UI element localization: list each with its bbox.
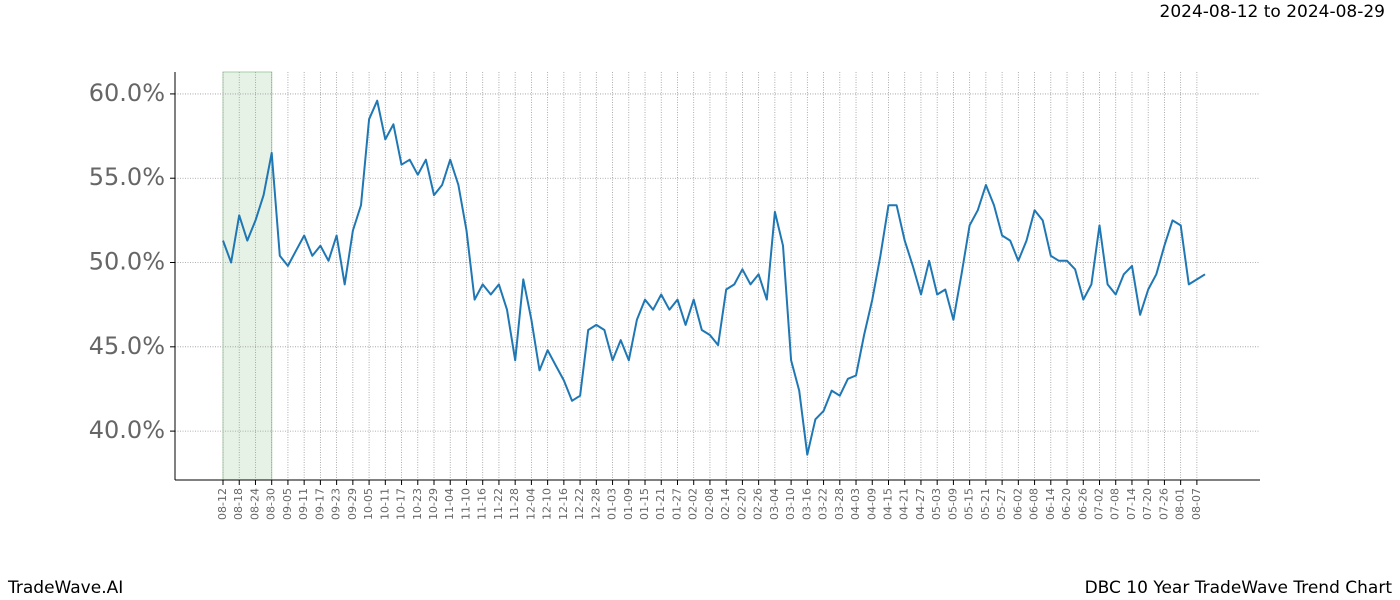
x-tick-label: 09-23 [330, 488, 343, 520]
x-tick-label: 05-27 [995, 488, 1008, 520]
x-tick-label: 06-08 [1028, 488, 1041, 520]
x-tick-label: 12-28 [589, 488, 602, 520]
x-tick-label: 01-21 [654, 488, 667, 520]
x-tick-label: 03-04 [768, 488, 781, 520]
x-tick-label: 06-20 [1060, 488, 1073, 520]
y-tick-label: 45.0% [89, 332, 165, 360]
x-tick-label: 09-29 [346, 488, 359, 520]
x-tick-label: 05-09 [946, 488, 959, 520]
chart-title: DBC 10 Year TradeWave Trend Chart [1085, 578, 1393, 598]
y-tick-label: 55.0% [89, 163, 165, 191]
x-tick-label: 04-15 [881, 488, 894, 520]
x-tick-label: 07-20 [1141, 488, 1154, 520]
x-tick-label: 11-10 [459, 488, 472, 520]
x-tick-label: 12-16 [557, 488, 570, 520]
x-tick-label: 07-08 [1109, 488, 1122, 520]
x-tick-label: 04-27 [914, 488, 927, 520]
x-tick-label: 02-20 [735, 488, 748, 520]
x-tick-label: 10-05 [362, 488, 375, 520]
x-tick-label: 12-22 [573, 488, 586, 520]
x-tick-label: 02-14 [719, 488, 732, 520]
x-tick-label: 09-05 [281, 488, 294, 520]
highlight-span [222, 71, 273, 481]
x-tick-label: 08-01 [1174, 488, 1187, 520]
x-tick-label: 07-14 [1125, 488, 1138, 520]
date-range: 2024-08-12 to 2024-08-29 [1160, 2, 1385, 22]
x-tick-label: 02-02 [687, 488, 700, 520]
x-tick-label: 03-22 [817, 488, 830, 520]
x-tick-label: 03-28 [833, 488, 846, 520]
x-tick-label: 10-29 [427, 488, 440, 520]
x-tick-label: 08-12 [216, 488, 229, 520]
x-tick-label: 06-02 [1011, 488, 1024, 520]
x-tick-label: 06-26 [1076, 488, 1089, 520]
x-tick-label: 03-10 [784, 488, 797, 520]
x-tick-label: 12-04 [524, 488, 537, 520]
x-tick-label: 01-15 [638, 488, 651, 520]
x-tick-label: 07-02 [1092, 488, 1105, 520]
x-tick-label: 10-11 [378, 488, 391, 520]
x-tick-label: 06-14 [1044, 488, 1057, 520]
x-tick-label: 01-03 [606, 488, 619, 520]
y-tick-label: 40.0% [89, 416, 165, 444]
trend-line [222, 99, 1206, 456]
x-tick-label: 09-11 [297, 488, 310, 520]
x-tick-label: 10-23 [411, 488, 424, 520]
x-tick-label: 04-03 [849, 488, 862, 520]
x-tick-label: 01-09 [622, 488, 635, 520]
x-tick-label: 04-09 [865, 488, 878, 520]
x-tick-label: 04-21 [898, 488, 911, 520]
brand: TradeWave.AI [7, 578, 123, 598]
x-tick-label: 11-28 [508, 488, 521, 520]
x-tick-label: 09-17 [313, 488, 326, 520]
x-tick-label: 12-10 [541, 488, 554, 520]
x-tick-label: 07-26 [1157, 488, 1170, 520]
y-tick-label: 50.0% [89, 248, 165, 276]
x-tick-label: 08-18 [232, 488, 245, 520]
x-tick-label: 02-26 [752, 488, 765, 520]
x-tick-label: 05-15 [963, 488, 976, 520]
x-tick-label: 05-03 [930, 488, 943, 520]
x-tick-label: 08-24 [248, 488, 261, 520]
x-tick-label: 08-07 [1190, 488, 1203, 520]
x-tick-label: 10-17 [395, 488, 408, 520]
y-tick-label: 60.0% [89, 79, 165, 107]
x-tick-label: 02-08 [703, 488, 716, 520]
x-tick-label: 05-21 [979, 488, 992, 520]
x-tick-label: 08-30 [265, 488, 278, 520]
x-tick-label: 03-16 [800, 488, 813, 520]
x-tick-label: 11-04 [443, 488, 456, 520]
x-tick-label: 11-22 [492, 488, 505, 520]
x-tick-label: 11-16 [476, 488, 489, 520]
x-tick-label: 01-27 [670, 488, 683, 520]
